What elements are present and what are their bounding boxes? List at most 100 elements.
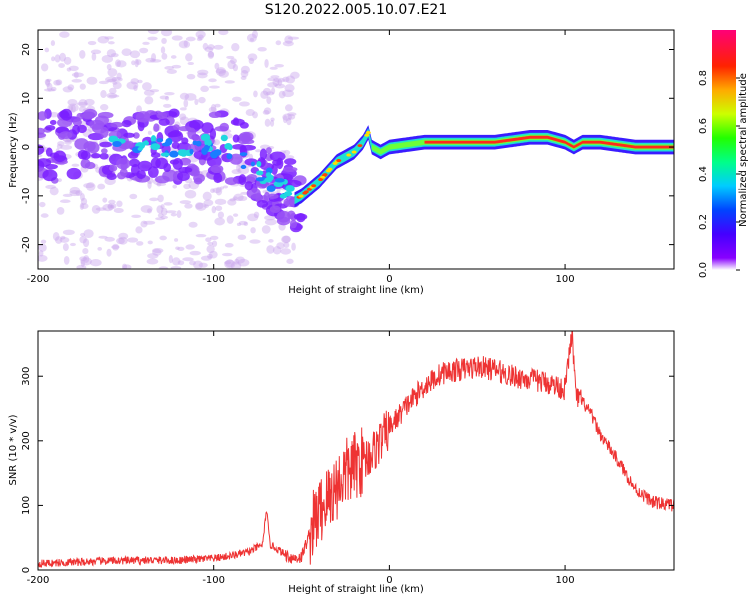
spectrogram-energy-blob [228,144,233,151]
spectrogram-energy-blob [284,158,297,165]
spectrogram-noise-blob [284,35,294,44]
spectrogram-noise-blob [283,149,291,156]
spectrogram-noise-blob [112,81,118,85]
spectrogram-noise-blob [260,90,269,99]
spectrogram-noise-blob [57,178,62,183]
spectrogram-energy-blob [246,174,258,184]
spectrogram-noise-blob [129,193,138,200]
spectrogram-noise-blob [133,84,138,91]
x-tick-label: 0 [386,575,392,586]
spectrogram-noise-blob [44,47,50,53]
spectrogram-noise-blob [245,108,255,116]
spectrogram-noise-blob [251,30,258,39]
spectrogram-noise-blob [149,59,162,63]
spectrogram-heatmap [38,30,308,269]
colorbar-tick-label: 0.0 [698,262,709,278]
spectrogram-noise-blob [195,30,206,39]
ridge-hotspot [298,194,304,198]
spectrogram-noise-blob [80,232,86,237]
spectrogram-noise-blob [68,65,79,72]
spectrogram-energy-blob [255,192,262,203]
spectrogram-noise-blob [80,193,85,201]
spectrogram-energy-blob [123,132,135,138]
spectrogram-noise-blob [170,55,177,59]
spectrogram-noise-blob [53,79,61,86]
spectrogram-noise-blob [158,266,169,269]
ridge-hotspot [325,169,331,173]
spectrogram-noise-blob [45,79,51,87]
spectrogram-energy-blob [137,121,145,132]
spectrogram-noise-blob [57,140,65,147]
spectrogram-noise-blob [184,93,197,101]
spectrogram-energy-blob [256,161,262,168]
spectrogram-noise-blob [183,183,191,190]
spectrogram-noise-blob [139,47,149,54]
spectrogram-noise-blob [274,83,286,89]
spectrogram-noise-blob [50,40,56,47]
spectrogram-noise-blob [163,103,172,108]
spectrogram-noise-blob [106,49,117,58]
spectrogram-energy-blob [282,166,298,172]
x-tick-label: 100 [556,575,575,586]
spectrogram-noise-blob [59,237,70,243]
spectrogram-noise-blob [142,82,152,91]
spectrogram-noise-blob [214,103,221,108]
spectrogram-noise-blob [170,266,182,269]
spectrogram-energy-blob [285,186,293,192]
spectrogram-noise-blob [269,66,278,70]
spectrogram-noise-blob [280,248,292,255]
spectrogram-noise-blob [46,82,53,92]
spectrogram-noise-blob [195,234,207,238]
spectrogram-noise-blob [134,58,139,68]
spectrogram-noise-blob [97,183,106,190]
spectrogram-noise-blob [95,207,107,211]
spectrogram-noise-blob [145,57,156,63]
spectrogram-noise-blob [202,191,212,201]
spectrogram-noise-blob [189,260,196,266]
spectrogram-noise-blob [107,203,113,211]
spectrogram-energy-blob [220,134,228,142]
spectrogram-noise-blob [198,96,206,104]
spectrogram-noise-blob [97,246,103,251]
spectrogram-noise-blob [147,130,152,135]
spectrogram-noise-blob [257,46,267,52]
spectrogram-energy-blob [181,137,189,145]
spectrogram-noise-blob [211,205,217,214]
spectrogram-noise-blob [286,117,292,126]
spectrogram-noise-blob [185,53,193,62]
spectrogram-energy-blob [77,149,88,160]
colorbar [712,30,736,270]
spectrogram-energy-blob [289,219,298,229]
spectrogram-noise-blob [282,40,294,47]
spectrogram-noise-blob [165,210,177,214]
spectrogram-noise-blob [106,248,112,257]
spectrogram-noise-blob [147,208,152,214]
spectrogram-noise-blob [163,202,173,206]
spectrogram-energy-blob [210,164,224,174]
spectrogram-noise-blob [205,237,212,243]
spectrogram-noise-blob [271,87,276,95]
spectrogram-energy-blob [99,141,112,148]
spectrogram-energy-blob [274,178,285,183]
spectrogram-noise-blob [284,104,293,112]
y-tick-label: -20 [21,236,32,252]
spectrogram-noise-blob [164,66,175,70]
spectrogram-energy-blob [59,131,73,140]
spectrogram-noise-blob [91,52,97,61]
spectrogram-y-axis: -20 -10 0 10 20 [21,43,674,253]
spectrogram-energy-blob [204,139,212,147]
spectrogram-noise-blob [237,258,250,267]
spectrogram-energy-blob [242,132,251,141]
ridge-hotspot [357,144,363,148]
spectrogram-energy-blob [244,181,254,191]
spectrogram-noise-blob [269,119,275,127]
spectrogram-noise-blob [156,205,164,214]
spectrogram-noise-blob [121,48,132,56]
spectrogram-noise-blob [229,198,236,202]
spectrogram-noise-blob [56,143,63,149]
spectrogram-noise-blob [40,239,47,244]
spectrogram-noise-blob [155,217,165,221]
spectrogram-noise-blob [197,69,209,76]
spectrogram-noise-blob [264,118,271,127]
spectrogram-noise-blob [197,34,204,41]
